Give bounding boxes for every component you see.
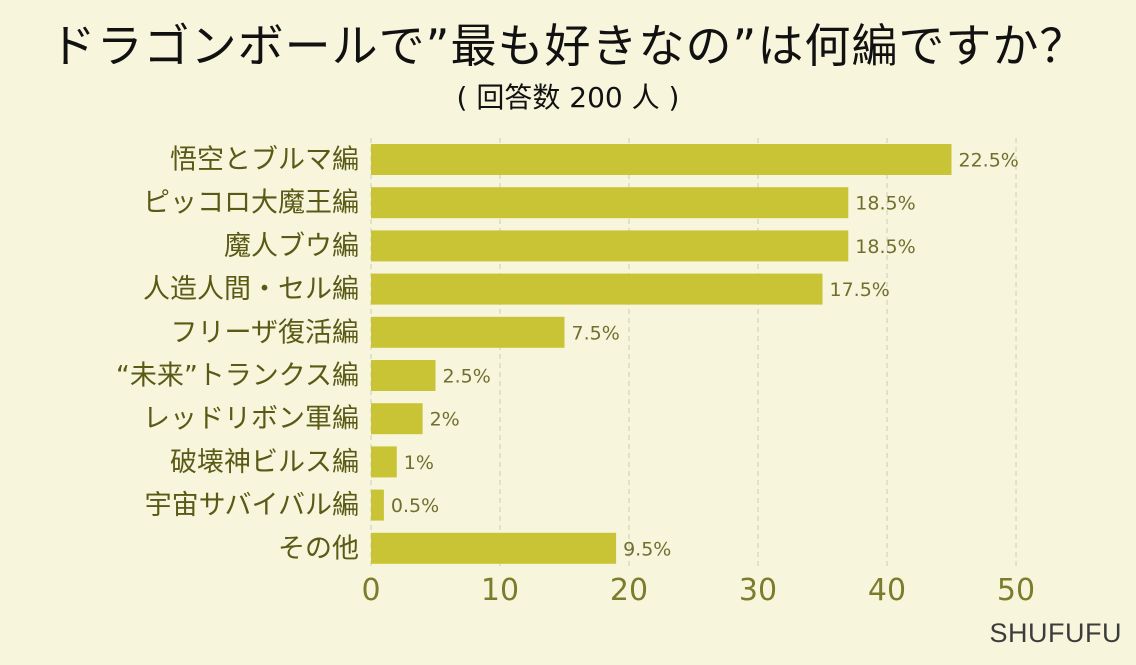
bar: [371, 273, 823, 305]
x-tick-label: 30: [739, 573, 777, 608]
category-label: 悟空とブルマ編: [170, 145, 359, 176]
category-label: 破壊神ビルス編: [170, 447, 359, 478]
bar: [371, 489, 384, 521]
bar: [371, 446, 397, 478]
value-label: 22.5%: [959, 150, 1019, 172]
value-label: 2%: [430, 409, 460, 431]
value-label: 18.5%: [855, 193, 915, 215]
bar: [371, 144, 952, 175]
x-tick-label: 20: [610, 573, 648, 608]
value-label: 17.5%: [830, 279, 890, 301]
value-label: 7.5%: [572, 322, 620, 344]
bar: [371, 187, 849, 219]
value-label: 0.5%: [391, 495, 439, 517]
value-label: 1%: [404, 452, 434, 474]
category-label: レッドリボン軍編: [143, 404, 359, 435]
category-label: 魔人ブウ編: [224, 231, 359, 262]
bar: [371, 316, 565, 348]
x-tick-label: 0: [361, 573, 380, 608]
x-tick-label: 50: [997, 573, 1035, 608]
x-tick-label: 40: [868, 573, 906, 608]
category-label: “未来”トランクス編: [116, 361, 359, 392]
bar: [371, 230, 849, 262]
watermark: SHUFUFU: [989, 618, 1122, 648]
category-label: 人造人間・セル編: [143, 274, 359, 305]
value-label: 18.5%: [855, 236, 915, 258]
bar: [371, 403, 423, 435]
x-tick-label: 10: [481, 573, 519, 608]
value-label: 2.5%: [443, 366, 491, 388]
category-label: 宇宙サバイバル編: [145, 490, 359, 521]
chart-subtitle: ( 回答数 200 人 ): [456, 81, 680, 114]
chart-title: ドラゴンボールで”最も好きなの”は何編ですか？: [49, 19, 1087, 73]
category-label: フリーザ復活編: [171, 317, 359, 348]
category-label: その他: [278, 533, 359, 564]
bar: [371, 532, 617, 564]
value-label: 9.5%: [623, 538, 671, 560]
bar: [371, 360, 436, 391]
category-label: ピッコロ大魔王編: [143, 188, 359, 219]
